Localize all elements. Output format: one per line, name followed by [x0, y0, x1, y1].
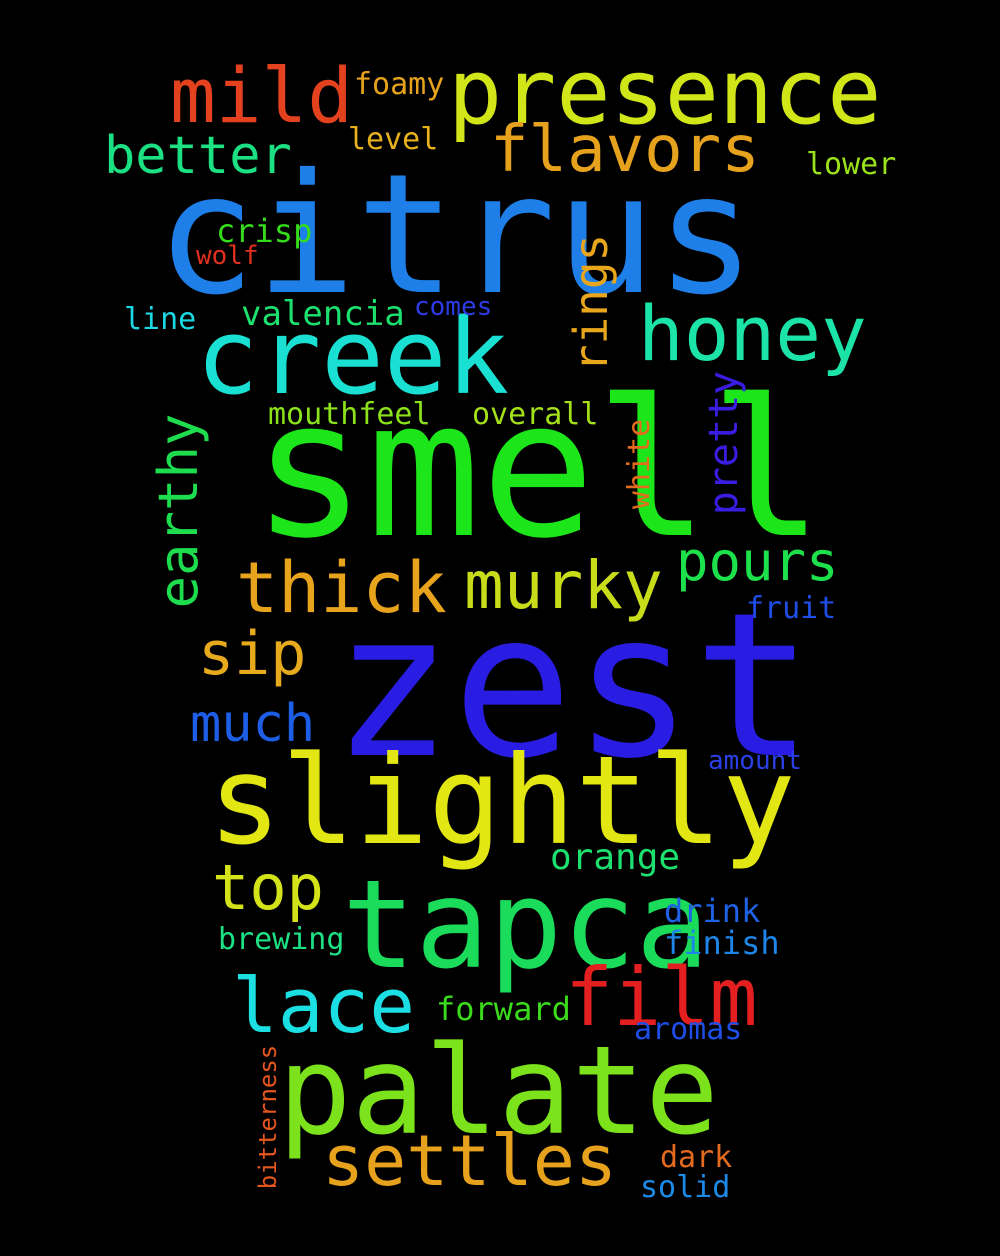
word-zest: zest — [332, 570, 814, 803]
word-foamy: foamy — [354, 67, 445, 102]
word-finish: finish — [664, 924, 780, 962]
word-much: much — [190, 694, 316, 754]
word-brewing: brewing — [218, 922, 345, 957]
word-pours: pours — [676, 530, 839, 593]
word-line: line — [124, 302, 197, 337]
word-better: better — [104, 126, 292, 186]
word-creek: creek — [196, 296, 510, 418]
word-slightly: slightly — [208, 730, 796, 872]
word-white: white — [622, 418, 657, 510]
word-crisp: crisp — [216, 212, 313, 250]
word-tapca: tapca — [342, 854, 710, 996]
word-bitterness: bitterness — [254, 1044, 282, 1190]
word-thick: thick — [236, 547, 447, 629]
word-sip: sip — [198, 619, 307, 689]
word-top: top — [212, 851, 324, 924]
word-valencia: valencia — [241, 294, 405, 334]
word-presence: presence — [448, 40, 882, 145]
word-aromas: aromas — [634, 1012, 743, 1047]
word-pretty: pretty — [701, 370, 747, 516]
word-smell: smell — [252, 359, 824, 580]
word-overall: overall — [472, 397, 599, 432]
word-mild: mild — [170, 51, 354, 140]
word-settles: settles — [322, 1120, 618, 1202]
word-palate: palate — [278, 1020, 719, 1162]
word-level: level — [348, 122, 439, 157]
word-mouthfeel: mouthfeel — [268, 397, 431, 432]
word-comes: comes — [414, 292, 493, 322]
word-citrus: citrus — [156, 139, 756, 332]
word-forward: forward — [436, 990, 571, 1028]
word-lace: lace — [232, 961, 416, 1050]
word-film: film — [565, 951, 758, 1044]
word-earthy: earthy — [147, 413, 210, 609]
word-orange: orange — [550, 837, 681, 878]
word-solid: solid — [640, 1170, 731, 1205]
word-flavors: flavors — [490, 113, 760, 187]
word-honey: honey — [638, 289, 867, 378]
word-rings: rings — [564, 233, 618, 373]
word-fruit: fruit — [746, 591, 837, 626]
word-dark: dark — [660, 1140, 733, 1175]
word-wolf: wolf — [196, 241, 259, 271]
word-drink: drink — [664, 892, 761, 930]
word-lower: lower — [806, 147, 897, 182]
word-murky: murky — [464, 547, 663, 624]
word-amount: amount — [708, 746, 802, 776]
